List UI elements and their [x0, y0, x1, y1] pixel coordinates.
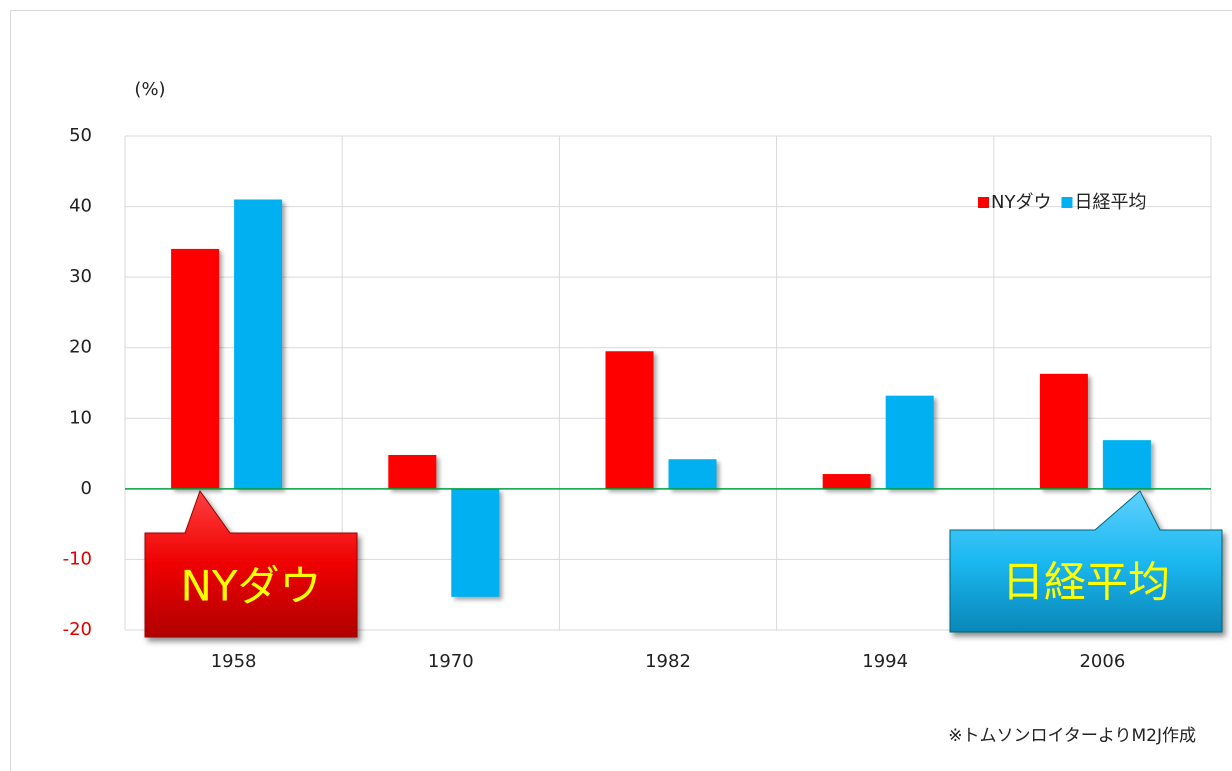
legend-label: 日経平均: [1074, 192, 1146, 213]
y-axis-label: (%): [134, 79, 165, 100]
y-tick-label: 20: [69, 337, 92, 358]
bar: [885, 395, 934, 489]
y-tick-label: 50: [69, 125, 92, 146]
callout-label: 日経平均: [1002, 558, 1170, 607]
x-tick-label: 1970: [428, 651, 474, 672]
legend-label: NYダウ: [991, 192, 1051, 213]
legend-swatch: [1061, 197, 1073, 208]
y-tick-label: 0: [81, 478, 92, 499]
bar: [388, 454, 437, 489]
bar: [171, 248, 220, 489]
y-tick-label: 10: [69, 407, 92, 428]
bar: [1102, 440, 1151, 489]
y-tick-label: 30: [69, 266, 92, 287]
bar: [822, 474, 871, 489]
source-note: ※トムソンロイターよりM2J作成: [948, 726, 1196, 746]
bar: [234, 199, 283, 489]
x-tick-label: 1958: [211, 651, 257, 672]
bar: [668, 459, 717, 489]
bar: [1039, 373, 1088, 489]
y-tick-label: -20: [63, 619, 92, 640]
legend-swatch: [978, 197, 989, 208]
bar: [605, 351, 654, 489]
callout: [949, 490, 1223, 633]
x-tick-label: 2006: [1079, 651, 1125, 672]
callout-label: NYダウ: [180, 562, 321, 611]
frame: [10, 10, 1232, 771]
bar: [451, 488, 500, 597]
x-tick-label: 1994: [862, 651, 908, 672]
x-tick-label: 1982: [645, 651, 691, 672]
y-tick-label: -10: [63, 548, 92, 569]
callout: [144, 489, 358, 638]
y-tick-label: 40: [69, 196, 92, 217]
